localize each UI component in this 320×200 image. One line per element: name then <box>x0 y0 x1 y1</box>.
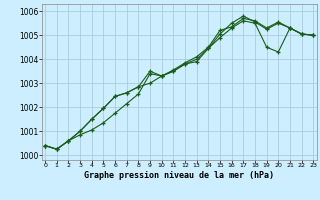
X-axis label: Graphe pression niveau de la mer (hPa): Graphe pression niveau de la mer (hPa) <box>84 171 274 180</box>
